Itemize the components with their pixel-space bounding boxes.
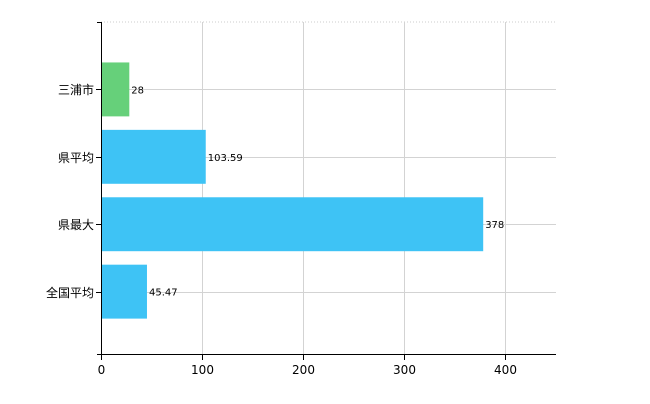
data-label: 45.47: [149, 288, 178, 299]
x-tick-label: 300: [393, 363, 416, 377]
bar: [102, 197, 484, 252]
bar: [102, 62, 130, 117]
grid-layer: [101, 21, 556, 354]
y-tick-label: 全国平均: [46, 285, 94, 300]
x-tick-label: 400: [494, 363, 517, 377]
x-tick-label: 0: [98, 363, 106, 377]
x-tick-label: 100: [191, 363, 214, 377]
y-tick-label: 県平均: [58, 151, 94, 165]
data-label: 378: [485, 220, 504, 231]
bar: [102, 129, 206, 184]
data-label: 28: [131, 85, 144, 96]
bar-layer: [102, 62, 484, 319]
y-tick-label: 県最大: [58, 218, 94, 232]
data-label: 103.59: [208, 153, 243, 164]
x-tick-label: 200: [292, 363, 315, 377]
axis-layer: [96, 22, 556, 360]
y-tick-label: 三浦市: [58, 82, 94, 97]
bar: [102, 264, 147, 319]
